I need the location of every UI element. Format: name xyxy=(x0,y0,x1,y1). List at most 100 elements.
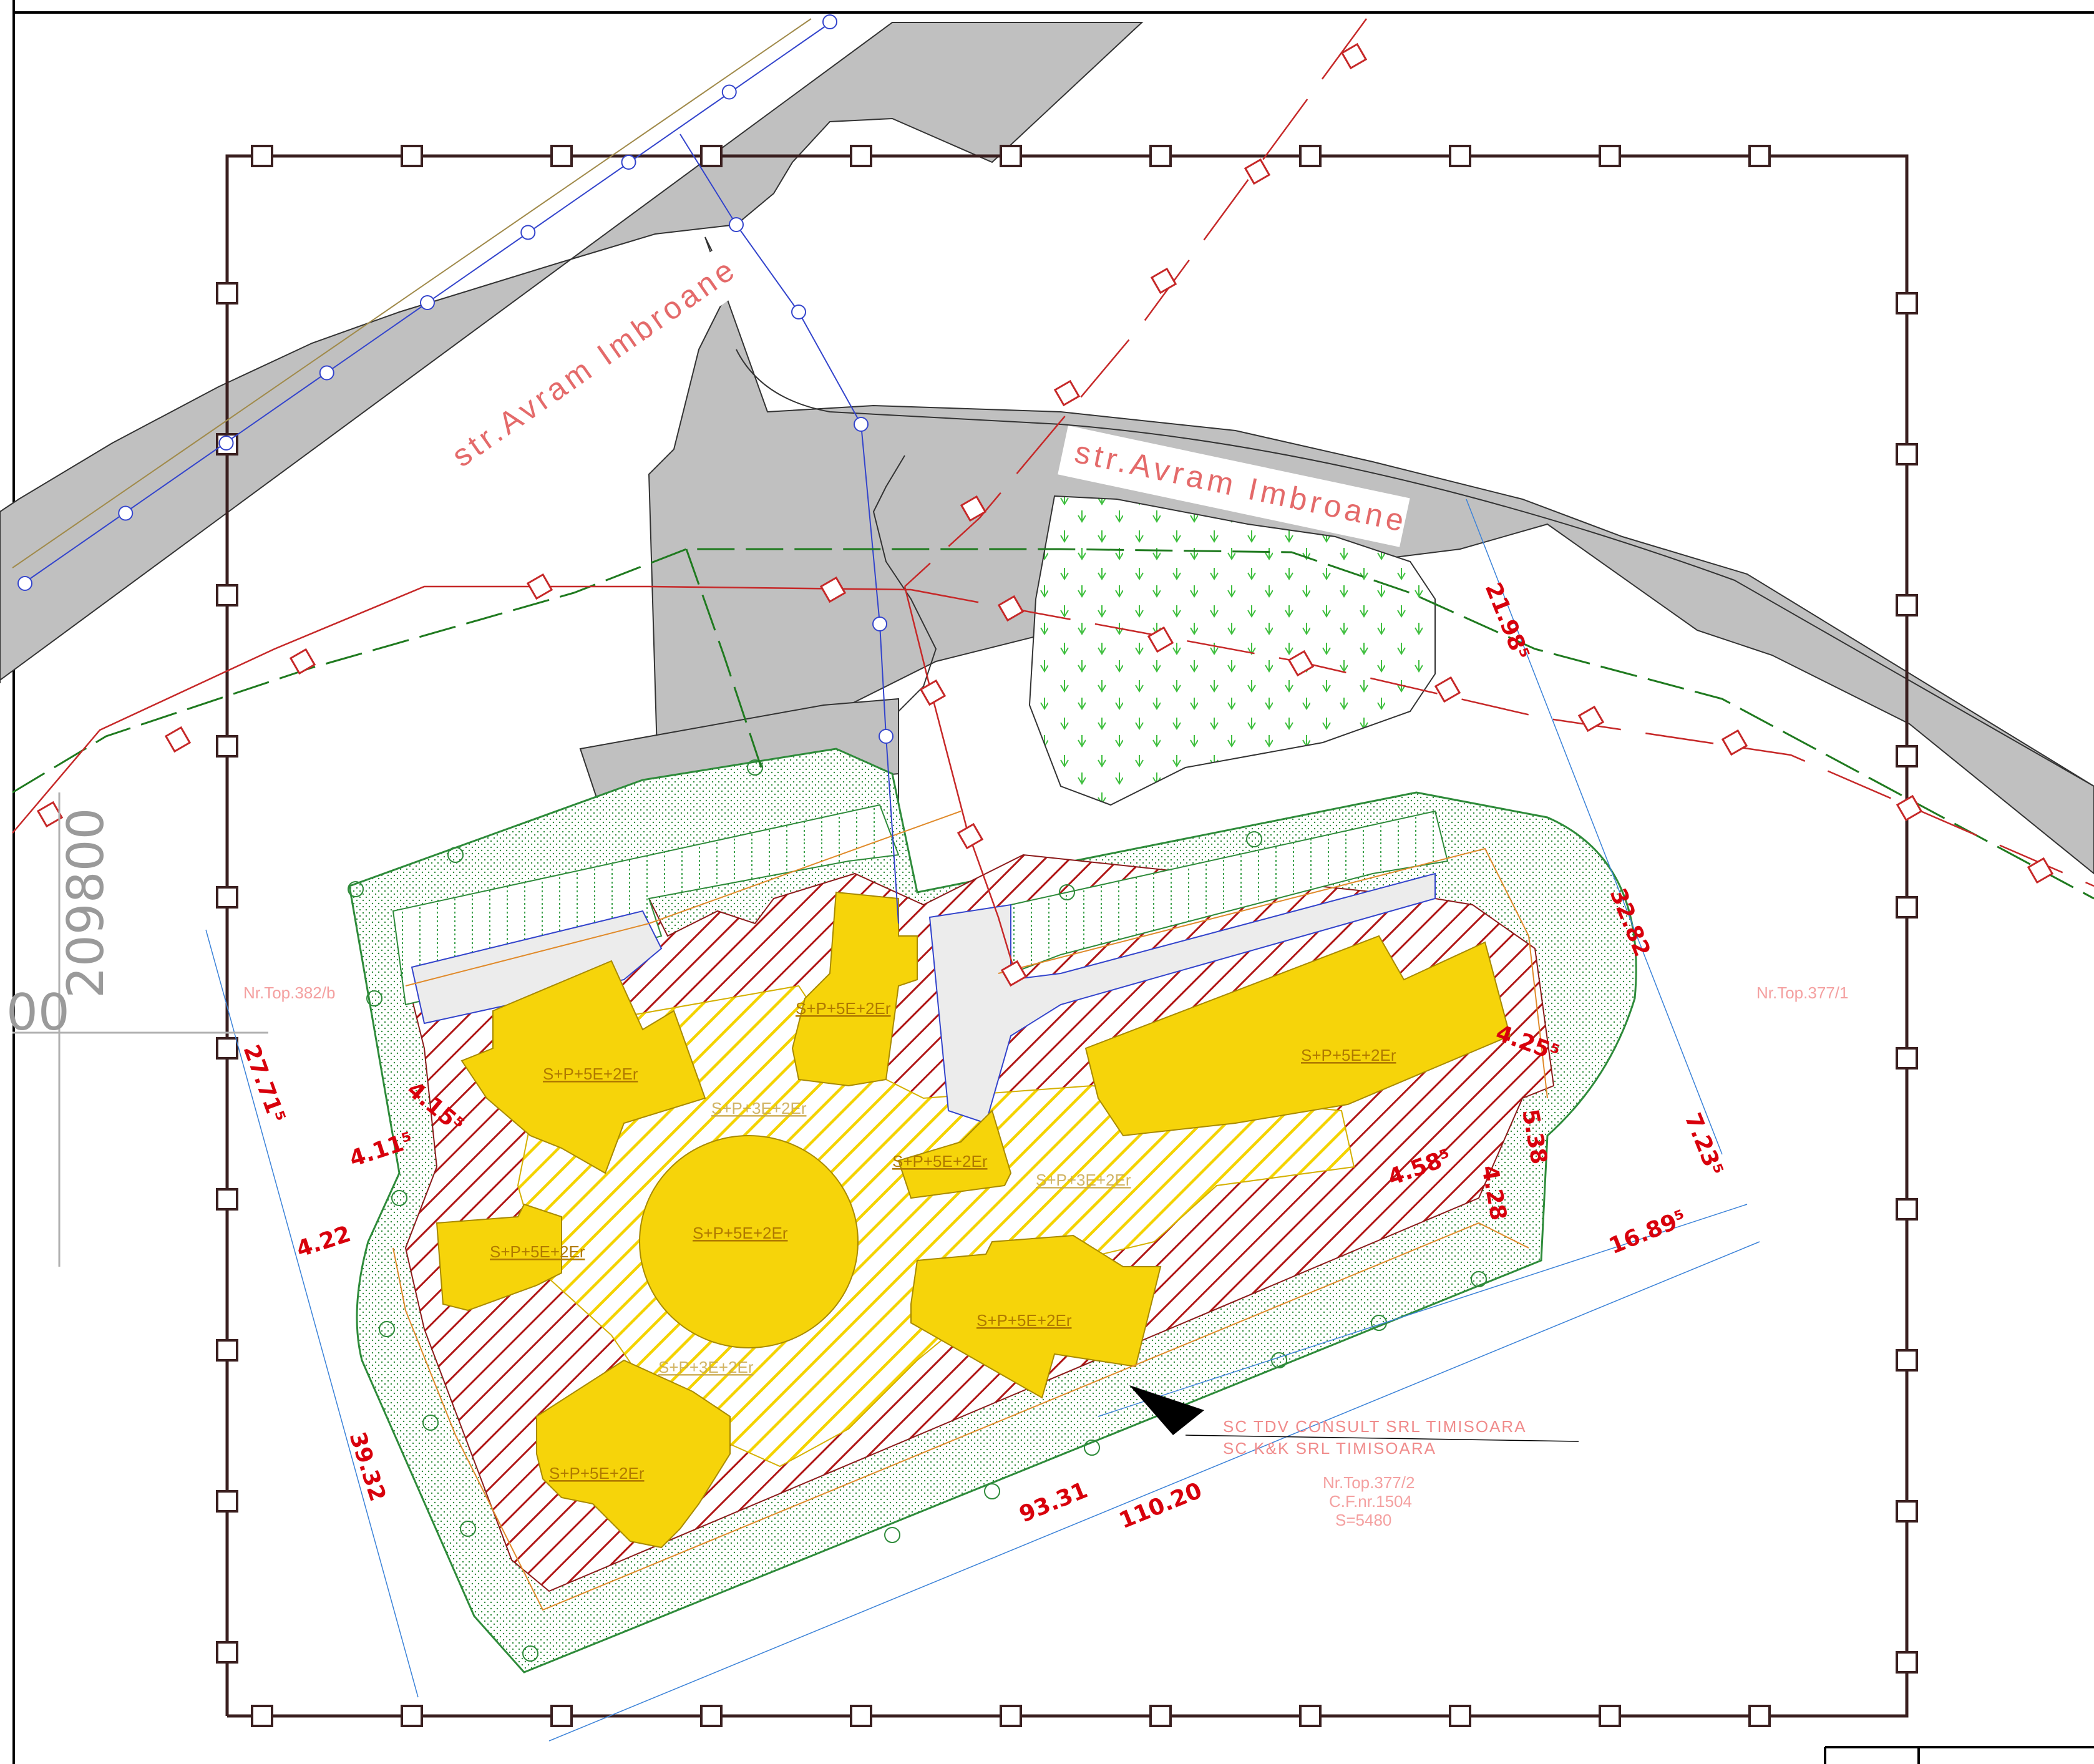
existing-label-3: S+P+3E+2Er xyxy=(658,1358,754,1377)
power-node xyxy=(919,679,947,706)
water-node xyxy=(854,417,869,432)
plot-frame xyxy=(216,145,1918,1727)
boundary-marker xyxy=(1896,1349,1918,1372)
building-label-8: S+P+5E+2Er xyxy=(549,1464,645,1483)
power-node xyxy=(1053,379,1081,407)
boundary-marker xyxy=(1299,1705,1322,1727)
water-node xyxy=(791,305,806,319)
water-node xyxy=(822,14,837,29)
building-label-4: S+P+5E+2Er xyxy=(892,1152,988,1171)
power-node xyxy=(1244,158,1271,185)
boundary-marker xyxy=(1896,1047,1918,1070)
boundary-marker xyxy=(251,1705,273,1727)
water-network xyxy=(17,14,899,924)
coordinate-grid xyxy=(12,792,268,1267)
water-node xyxy=(118,505,134,521)
power-node xyxy=(164,726,192,753)
dim-7-23: 7.23⁵ xyxy=(1680,1109,1728,1179)
boundary-marker xyxy=(216,584,238,607)
boundary-marker xyxy=(216,886,238,909)
boundary-marker xyxy=(1748,145,1771,167)
boundary-marker xyxy=(1449,145,1471,167)
dim-93-31: 93.31 xyxy=(1016,1478,1091,1528)
boundary-marker xyxy=(401,145,423,167)
boundary-marker xyxy=(216,735,238,758)
water-node xyxy=(520,225,536,240)
building-label-2: S+P+5E+2Er xyxy=(796,999,891,1018)
water-node xyxy=(621,155,636,170)
dim-16-89: 16.89⁵ xyxy=(1605,1206,1690,1260)
power-node xyxy=(526,573,553,600)
road-edge-upper xyxy=(736,349,2094,787)
power-node xyxy=(1434,676,1461,703)
building-1 xyxy=(460,960,706,1174)
boundary-marker xyxy=(700,1705,723,1727)
power-node xyxy=(1147,626,1174,653)
water-node xyxy=(17,576,32,591)
dim-110-20: 110.20 xyxy=(1116,1478,1205,1534)
trees xyxy=(348,759,1487,1662)
fence-line xyxy=(392,811,1548,1611)
power-node xyxy=(997,595,1025,622)
boundary-marker xyxy=(1299,145,1322,167)
parcel-main: Nr.Top.377/2 xyxy=(1323,1473,1415,1492)
boundary-marker xyxy=(216,1037,238,1060)
power-node xyxy=(957,822,984,850)
boundary-marker xyxy=(1896,594,1918,616)
boundary-marker xyxy=(251,145,273,167)
coordinate-label-partial: 00 xyxy=(6,983,70,1041)
building-label-3: S+P+5E+2Er xyxy=(1301,1046,1396,1065)
building-label-6: S+P+5E+2Er xyxy=(693,1224,788,1242)
water-node xyxy=(319,365,334,381)
boundary-marker xyxy=(1896,1651,1918,1674)
building-4 xyxy=(897,1109,1012,1199)
parcel-area: S=5480 xyxy=(1335,1511,1391,1529)
property-line xyxy=(12,18,812,568)
boundary-marker xyxy=(1896,292,1918,314)
water-node xyxy=(721,84,737,100)
boundary-marker xyxy=(1149,1705,1172,1727)
boundary-marker xyxy=(1748,1705,1771,1727)
power-node xyxy=(1340,42,1368,70)
boundary-marker xyxy=(216,1188,238,1211)
boundary-marker xyxy=(850,1705,872,1727)
power-node xyxy=(1000,960,1028,987)
existing-label-1: S+P+3E+2Er xyxy=(711,1099,807,1118)
building-8 xyxy=(536,1359,731,1549)
building-5 xyxy=(436,1203,562,1312)
power-node xyxy=(960,495,987,522)
power-node xyxy=(2027,857,2054,884)
power-network xyxy=(12,18,2094,987)
boundary-marker xyxy=(216,282,238,305)
boundary-marker xyxy=(700,145,723,167)
boundary-marker xyxy=(1149,145,1172,167)
boundary-marker xyxy=(1000,1705,1022,1727)
boundary-marker xyxy=(1896,1198,1918,1221)
power-node xyxy=(289,648,316,675)
boundary-marker xyxy=(216,1641,238,1664)
power-node xyxy=(1577,705,1605,733)
parcel-cf: C.F.nr.1504 xyxy=(1329,1492,1412,1511)
dimension-lines xyxy=(205,499,1760,1742)
dim-27-71: 27.71⁵ xyxy=(238,1041,290,1126)
power-node xyxy=(1896,794,1923,822)
parking-area xyxy=(392,804,1449,1124)
boundary-marker xyxy=(1000,145,1022,167)
boundary-marker xyxy=(1896,443,1918,465)
boundary-marker xyxy=(550,1705,573,1727)
building-label-5: S+P+5E+2Er xyxy=(490,1242,585,1261)
dim-4-22: 4.22 xyxy=(293,1221,354,1262)
boundary-marker xyxy=(550,145,573,167)
water-node xyxy=(879,729,894,744)
parcel-right: Nr.Top.377/1 xyxy=(1756,983,1848,1002)
boundary-marker xyxy=(1896,1500,1918,1523)
boundary-marker xyxy=(1599,145,1621,167)
building-6 xyxy=(639,1135,859,1348)
power-node xyxy=(36,801,64,828)
building-3 xyxy=(1084,935,1511,1137)
boundary-marker xyxy=(1896,896,1918,919)
coordinate-label: 209800 xyxy=(57,808,115,998)
water-node xyxy=(872,616,887,631)
building-label-7: S+P+5E+2Er xyxy=(976,1311,1072,1330)
